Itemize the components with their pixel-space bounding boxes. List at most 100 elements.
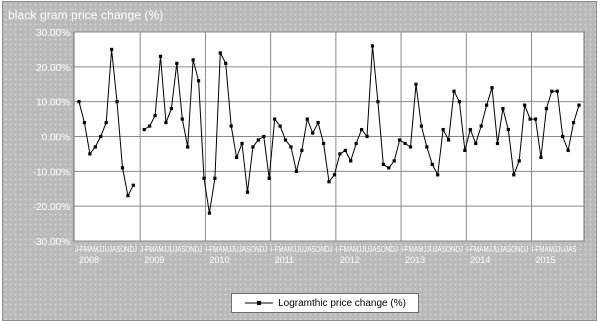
data-point bbox=[555, 89, 559, 93]
data-point bbox=[495, 141, 500, 146]
data-point bbox=[528, 117, 532, 121]
month-tick-labels: I-FMAMJJUJASONDJ bbox=[205, 244, 267, 254]
data-point bbox=[387, 166, 391, 170]
data-point bbox=[327, 180, 331, 184]
data-point bbox=[561, 134, 565, 139]
month-tick-labels: I-FMAMJJUJASONDJ bbox=[401, 244, 463, 254]
data-point bbox=[506, 127, 510, 132]
data-point bbox=[490, 86, 494, 90]
data-point bbox=[566, 148, 570, 153]
data-point bbox=[360, 127, 364, 132]
year-tick-label: 2009 bbox=[144, 255, 164, 265]
y-tick-label: 10.00% bbox=[36, 98, 70, 109]
data-point bbox=[354, 141, 358, 146]
chart-title: black gram price change (%) bbox=[8, 8, 164, 22]
data-point bbox=[82, 120, 87, 125]
y-tick-label: 0.00% bbox=[42, 133, 70, 144]
data-point bbox=[300, 148, 304, 153]
data-point bbox=[370, 44, 375, 48]
data-point bbox=[441, 127, 445, 132]
data-point bbox=[245, 190, 250, 194]
chart-frame: black gram price change (%) 30.00% 20.00%… bbox=[2, 1, 597, 321]
data-point bbox=[321, 141, 326, 146]
data-point bbox=[414, 82, 418, 86]
data-point bbox=[251, 145, 255, 149]
month-tick-labels: J-FMAMJJUJASONDJ bbox=[140, 244, 202, 254]
data-point bbox=[468, 127, 472, 132]
data-point bbox=[365, 134, 369, 139]
data-point bbox=[577, 103, 581, 107]
data-point bbox=[332, 173, 337, 177]
year-tick-label: 2014 bbox=[470, 255, 490, 265]
data-point bbox=[224, 61, 228, 65]
data-point bbox=[120, 166, 125, 170]
data-point bbox=[126, 194, 130, 198]
year-tick-label: 2011 bbox=[275, 255, 294, 265]
data-point bbox=[544, 107, 548, 111]
data-point bbox=[305, 117, 309, 121]
data-point bbox=[131, 183, 135, 187]
data-point bbox=[381, 162, 385, 166]
data-point bbox=[115, 100, 119, 104]
year-tick-label: 2015 bbox=[536, 255, 556, 265]
data-point bbox=[501, 107, 505, 111]
data-point bbox=[457, 100, 462, 104]
data-point bbox=[207, 211, 212, 215]
data-point bbox=[316, 120, 320, 125]
data-point bbox=[523, 103, 527, 107]
data-point bbox=[283, 138, 288, 142]
legend-label: Logramthic price change (%) bbox=[278, 297, 406, 309]
year-tick-label: 2008 bbox=[79, 255, 99, 265]
data-point bbox=[164, 120, 168, 125]
month-tick-labels: I-FMAMJJUJASONDJ bbox=[336, 244, 398, 254]
year-tick-label: 2010 bbox=[209, 255, 229, 265]
data-point bbox=[463, 148, 467, 153]
data-point bbox=[419, 124, 423, 128]
data-point bbox=[110, 47, 114, 52]
data-point bbox=[153, 114, 157, 118]
data-point bbox=[158, 54, 163, 58]
month-tick-labels: I-FMAMJJUJASONDJ bbox=[466, 244, 528, 254]
data-point bbox=[539, 155, 543, 159]
month-tick-labels: J-FMAMJJUJASONDJ bbox=[75, 244, 137, 254]
legend: Logramthic price change (%) bbox=[231, 293, 419, 313]
data-point bbox=[202, 176, 206, 180]
data-point bbox=[229, 124, 233, 128]
y-tick-label: -20.00% bbox=[33, 202, 70, 213]
data-point bbox=[191, 58, 195, 62]
y-tick-label: -10.00% bbox=[33, 167, 70, 178]
data-point bbox=[479, 124, 483, 128]
data-point bbox=[169, 107, 173, 111]
data-point bbox=[512, 173, 516, 177]
data-point bbox=[343, 148, 347, 153]
data-point bbox=[474, 141, 478, 146]
data-point bbox=[196, 79, 201, 83]
data-point bbox=[99, 134, 103, 139]
data-point bbox=[93, 145, 97, 149]
data-point bbox=[403, 141, 407, 146]
data-point bbox=[446, 138, 451, 142]
data-point bbox=[213, 176, 217, 180]
data-point bbox=[262, 134, 266, 139]
data-point bbox=[485, 103, 489, 107]
data-point bbox=[436, 173, 440, 177]
data-point bbox=[273, 117, 277, 121]
data-point bbox=[186, 145, 190, 149]
year-tick-label: 2013 bbox=[405, 255, 425, 265]
data-point bbox=[408, 145, 413, 149]
y-tick-label: -30.00% bbox=[33, 237, 70, 248]
data-point bbox=[376, 100, 380, 104]
data-point bbox=[88, 152, 92, 156]
month-tick-labels: I-FMAMJJUJASONDJ bbox=[271, 244, 333, 254]
data-point bbox=[338, 152, 342, 156]
data-point bbox=[517, 159, 521, 163]
data-point bbox=[533, 117, 538, 121]
data-point bbox=[256, 138, 260, 142]
legend-line-marker-icon bbox=[245, 301, 274, 305]
data-point bbox=[104, 120, 108, 125]
y-tick-label: 30.00% bbox=[36, 28, 70, 39]
data-point bbox=[311, 131, 315, 135]
data-point bbox=[218, 51, 222, 55]
data-point bbox=[142, 127, 146, 132]
month-tick-labels: I-FMAMJJUJAS bbox=[532, 244, 577, 254]
